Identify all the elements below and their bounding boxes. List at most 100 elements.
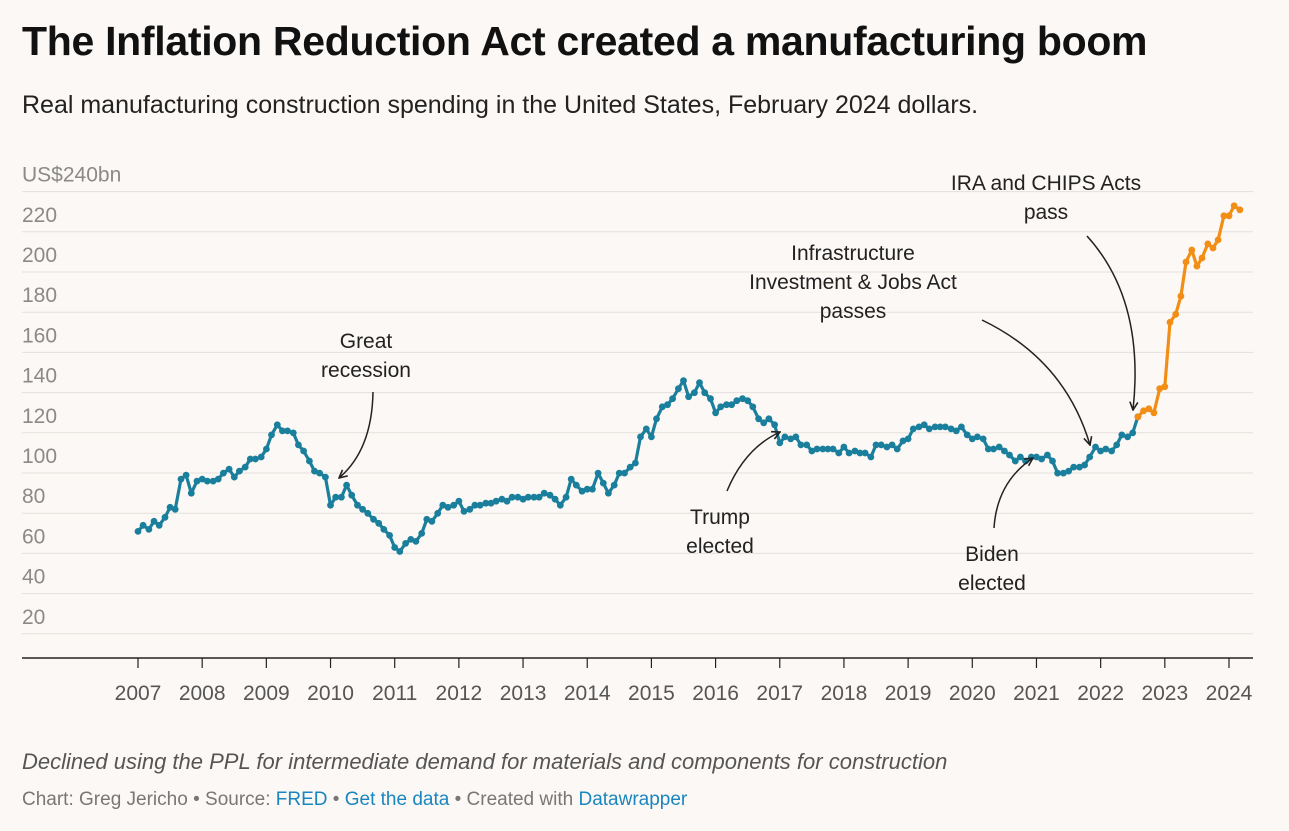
data-point (680, 377, 687, 384)
data-point (771, 421, 778, 429)
data-point (637, 433, 644, 441)
data-point (877, 441, 885, 449)
data-point (230, 473, 238, 481)
data-point (696, 379, 703, 386)
data-point (1097, 447, 1104, 455)
annotation-text: Biden (965, 543, 1019, 566)
data-point (316, 469, 323, 477)
chart-subtitle: Real manufacturing construction spending… (22, 91, 979, 119)
data-point (594, 469, 602, 477)
annotation-text: Investment & Jobs Act (749, 271, 957, 294)
data-point (1161, 383, 1169, 391)
data-point (193, 477, 201, 485)
data-point (567, 475, 575, 483)
data-point (648, 433, 655, 441)
data-point (845, 449, 853, 457)
y-tick-label: 20 (22, 606, 45, 629)
x-tick-label: 2020 (949, 682, 996, 705)
data-point (364, 509, 372, 517)
data-point (220, 469, 227, 477)
x-tick-label: 2017 (756, 682, 803, 705)
data-point (155, 521, 163, 529)
data-point (209, 477, 217, 485)
data-point (963, 431, 971, 439)
data-point (1134, 413, 1142, 421)
data-point (1225, 212, 1233, 220)
data-point (476, 501, 484, 509)
data-point (701, 389, 709, 397)
data-point (322, 473, 329, 481)
credit-source-label: Source: (205, 789, 276, 810)
data-point (354, 501, 361, 509)
annotation: Trump elected (686, 432, 780, 558)
data-point (556, 501, 564, 509)
x-tick-label: 2012 (436, 682, 483, 705)
annotation: Biden elected (958, 458, 1033, 595)
data-point (471, 501, 479, 509)
data-point (540, 489, 548, 497)
datawrapper-link[interactable]: Datawrapper (578, 789, 688, 810)
annotation: Great recession (321, 330, 411, 478)
data-point (530, 493, 538, 501)
data-point (632, 459, 639, 467)
data-point (300, 447, 307, 455)
data-point (621, 469, 628, 477)
data-point (920, 421, 928, 429)
data-point (867, 453, 875, 461)
annotations: Great recession Trump elected Biden elected In… (321, 172, 1141, 595)
data-point (524, 493, 532, 501)
source-link[interactable]: FRED (275, 789, 328, 810)
data-point (781, 433, 789, 441)
data-point (733, 397, 741, 405)
data-point (1118, 431, 1126, 439)
get-data-link[interactable]: Get the data (344, 789, 450, 810)
data-point (669, 395, 676, 403)
data-point (386, 532, 393, 539)
data-point (535, 493, 543, 501)
data-point (974, 433, 981, 441)
series-line-1 (1136, 204, 1242, 419)
data-point (375, 519, 383, 527)
data-point (925, 425, 933, 433)
data-point (936, 423, 944, 431)
data-point (139, 521, 147, 529)
data-point (434, 509, 442, 517)
data-point (225, 465, 233, 473)
data-point (289, 429, 297, 437)
x-tick-label: 2010 (307, 682, 354, 705)
data-point (1156, 385, 1164, 393)
data-point (551, 495, 559, 503)
annotation-arrow (726, 432, 780, 492)
data-point (979, 435, 987, 443)
data-point (1001, 447, 1008, 455)
data-point (428, 517, 436, 525)
data-point (744, 397, 752, 405)
data-point (797, 441, 805, 449)
x-tick-label: 2024 (1206, 682, 1253, 705)
y-tick-label: 140 (22, 365, 57, 388)
data-point (941, 423, 949, 431)
annotation-text: pass (1024, 201, 1068, 224)
data-point (370, 515, 377, 523)
data-point (241, 463, 249, 471)
data-point (1054, 469, 1061, 477)
chart-title: The Inflation Reduction Act created a ma… (22, 18, 1148, 64)
data-point (198, 475, 206, 483)
data-point (503, 497, 511, 505)
data-point (1166, 318, 1174, 326)
data-point (514, 493, 522, 501)
data-point (572, 481, 580, 489)
data-point (605, 489, 612, 497)
data-point (739, 395, 746, 403)
data-point (1182, 258, 1190, 266)
data-point (145, 526, 153, 533)
data-point (803, 441, 811, 449)
data-point (1236, 206, 1244, 214)
data-point (498, 495, 506, 503)
data-point (177, 475, 185, 483)
data-point (439, 501, 447, 509)
y-tick-label: 120 (22, 405, 57, 428)
data-point (423, 515, 431, 523)
data-point (952, 427, 960, 435)
data-point (856, 449, 864, 457)
